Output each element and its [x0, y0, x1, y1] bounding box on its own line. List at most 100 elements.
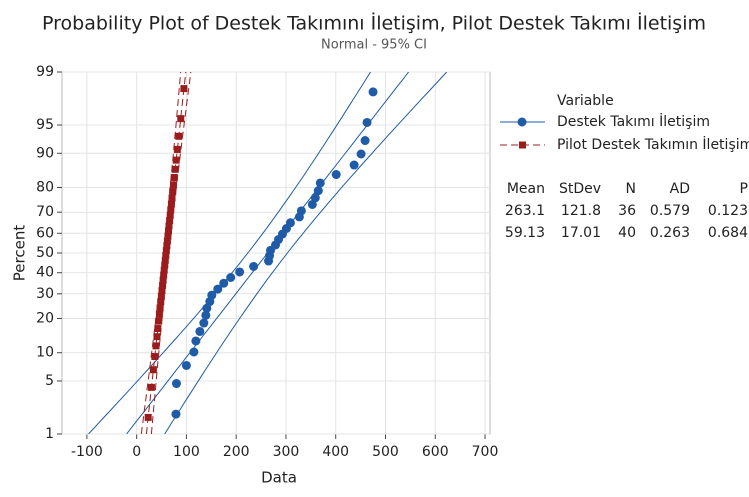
point: [162, 251, 170, 259]
point: [168, 194, 176, 202]
point: [153, 333, 161, 341]
point: [169, 188, 177, 196]
point: [356, 149, 366, 159]
point: [368, 87, 378, 97]
stats-cell: 36: [618, 203, 636, 219]
point: [161, 261, 169, 269]
x-tick-label: 300: [273, 444, 300, 460]
point: [165, 227, 173, 235]
point: [166, 217, 174, 225]
point: [171, 379, 181, 389]
stats-header: Mean: [507, 181, 545, 197]
point: [171, 409, 181, 419]
point: [199, 318, 209, 328]
y-tick-label: 95: [36, 117, 54, 133]
stats-cell: 0.263: [650, 225, 690, 241]
stats-header: P: [740, 181, 748, 197]
y-tick-label: 80: [36, 180, 54, 196]
x-tick-label: -100: [71, 444, 103, 460]
y-tick-label: 40: [36, 265, 54, 281]
y-tick-label: 70: [36, 204, 54, 220]
y-tick-label: 30: [36, 286, 54, 302]
chart-subtitle: Normal - 95% CI: [321, 38, 427, 53]
point: [201, 310, 211, 320]
point: [202, 303, 212, 313]
stats-header: N: [626, 181, 636, 197]
legend-label: Pilot Destek Takımın İletişim: [557, 135, 749, 153]
ci-lower: [88, 72, 371, 434]
point: [163, 237, 171, 245]
point: [147, 383, 155, 391]
y-tick-label: 99: [36, 64, 54, 80]
point: [173, 145, 181, 153]
stats-cell: 0.579: [650, 203, 690, 219]
point: [155, 317, 163, 325]
y-axis-label: Percent: [11, 225, 29, 282]
x-tick-label: 400: [322, 444, 349, 460]
point: [149, 366, 157, 374]
point: [207, 290, 217, 300]
point: [296, 206, 306, 216]
point: [195, 326, 205, 336]
point: [160, 271, 168, 279]
point: [161, 256, 169, 264]
x-tick-label: 500: [372, 444, 399, 460]
point: [159, 281, 167, 289]
stats-cell: 121.8: [561, 203, 601, 219]
point: [155, 310, 163, 318]
x-tick-label: 600: [422, 444, 449, 460]
point: [163, 242, 171, 250]
stats-header: AD: [670, 181, 690, 197]
y-tick-label: 90: [36, 145, 54, 161]
point: [156, 304, 164, 312]
point: [167, 200, 175, 208]
point: [315, 178, 325, 188]
point: [349, 160, 359, 170]
point: [219, 278, 229, 288]
legend-marker: [517, 117, 527, 127]
stats-cell: 17.01: [561, 225, 601, 241]
point: [189, 347, 199, 357]
point: [169, 181, 177, 189]
point: [164, 232, 172, 240]
x-tick-label: 0: [132, 444, 141, 460]
y-tick-label: 10: [36, 345, 54, 361]
y-tick-label: 50: [36, 245, 54, 261]
point: [331, 170, 341, 180]
point: [152, 342, 160, 350]
point: [313, 186, 323, 196]
point: [181, 360, 191, 370]
legend-marker: [519, 141, 526, 149]
point: [249, 261, 259, 271]
point: [191, 336, 201, 346]
point: [213, 284, 223, 294]
point: [285, 218, 295, 228]
x-tick-label: 200: [223, 444, 250, 460]
point: [165, 222, 173, 230]
point: [144, 413, 152, 421]
y-tick-label: 60: [36, 225, 54, 241]
point: [180, 85, 188, 93]
point: [175, 132, 183, 140]
point: [171, 165, 179, 173]
point: [162, 247, 170, 255]
stats-header: StDev: [559, 181, 601, 197]
point: [157, 298, 165, 306]
stats-cell: 263.1: [505, 203, 545, 219]
stats-cell: 0.684: [708, 225, 748, 241]
x-tick-label: 700: [472, 444, 499, 460]
chart-title: Probability Plot of Destek Takımını İlet…: [42, 12, 706, 35]
point: [170, 173, 178, 181]
stats-cell: 59.13: [505, 225, 545, 241]
point: [172, 156, 180, 164]
stats-cell: 0.123: [708, 203, 748, 219]
point: [158, 287, 166, 295]
point: [159, 276, 167, 284]
legend-label: Destek Takımı İletişim: [557, 112, 710, 130]
x-tick-label: 100: [173, 444, 200, 460]
point: [226, 273, 236, 283]
y-tick-label: 20: [36, 310, 54, 326]
point: [310, 193, 320, 203]
point: [307, 199, 317, 209]
point: [360, 136, 370, 146]
